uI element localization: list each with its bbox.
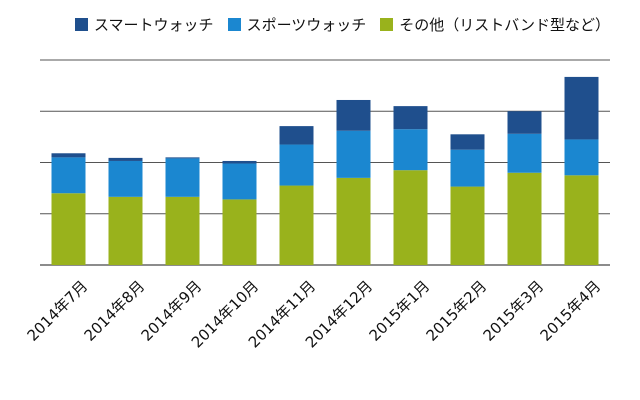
bar-segment-series1-9 (564, 139, 599, 176)
bar-segment-series2-1 (108, 157, 143, 161)
x-tick-label: 2014年7月 (24, 277, 92, 345)
bar-segment-series1-8 (507, 133, 542, 173)
bar-segment-series2-8 (507, 111, 542, 134)
bar-segment-series0-9 (564, 175, 599, 265)
x-tick-label: 2014年8月 (81, 277, 149, 345)
bar-segment-series1-5 (336, 130, 371, 178)
legend-item-smartwatch: スマートウォッチ (75, 14, 214, 35)
x-tick-label: 2015年3月 (480, 277, 548, 345)
legend-label-smartwatch: スマートウォッチ (94, 16, 214, 34)
bar-segment-series1-3 (222, 163, 257, 200)
bar-segment-series1-0 (51, 157, 86, 194)
bar-segment-series1-4 (279, 144, 314, 186)
bar-segment-series0-8 (507, 172, 542, 265)
bar-segment-series2-3 (222, 160, 257, 164)
bar-segment-series0-4 (279, 185, 314, 265)
bar-segment-series2-9 (564, 76, 599, 140)
bar-segment-series0-6 (393, 170, 428, 265)
bar-segment-series2-0 (51, 153, 86, 158)
bar-segment-series2-5 (336, 99, 371, 131)
legend-item-other: その他（リストバンド型など） (380, 14, 610, 35)
bar-segment-series2-6 (393, 106, 428, 130)
legend-label-sportswatch: スポーツウォッチ (246, 16, 367, 34)
bar-segment-series0-0 (51, 193, 86, 265)
x-tick-label: 2015年2月 (423, 277, 491, 345)
bar-segment-series0-7 (450, 186, 485, 265)
legend-swatch-other (380, 18, 394, 31)
x-tick-label: 2015年4月 (537, 277, 605, 345)
bar-segment-series1-2 (165, 158, 200, 197)
bar-segment-series0-2 (165, 196, 200, 265)
legend: スマートウォッチ スポーツウォッチ その他（リストバンド型など） (75, 14, 610, 35)
legend-swatch-sportswatch (227, 18, 241, 31)
legend-swatch-smartwatch (75, 18, 88, 31)
bar-segment-series2-2 (165, 157, 200, 159)
bar-segment-series0-5 (336, 177, 371, 265)
bar-segment-series2-7 (450, 134, 485, 150)
bar-segment-series1-7 (450, 149, 485, 187)
legend-item-sportswatch: スポーツウォッチ (227, 14, 367, 35)
bar-segment-series0-3 (222, 199, 257, 265)
bar-segment-series1-1 (108, 160, 143, 197)
bar-segment-series1-6 (393, 129, 428, 171)
bar-segment-series2-4 (279, 126, 314, 145)
bar-segment-series0-1 (108, 196, 143, 265)
legend-label-other: その他（リストバンド型など） (399, 16, 611, 34)
x-tick-label: 2015年1月 (366, 277, 434, 345)
